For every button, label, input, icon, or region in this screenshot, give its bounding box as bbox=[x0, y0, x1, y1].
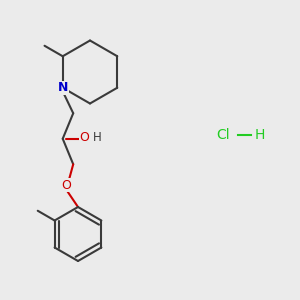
Text: O: O bbox=[61, 179, 71, 192]
Text: H: H bbox=[93, 131, 102, 144]
Text: Cl: Cl bbox=[216, 128, 230, 142]
Text: H: H bbox=[255, 128, 266, 142]
Text: O: O bbox=[80, 131, 89, 144]
Text: N: N bbox=[58, 81, 68, 94]
